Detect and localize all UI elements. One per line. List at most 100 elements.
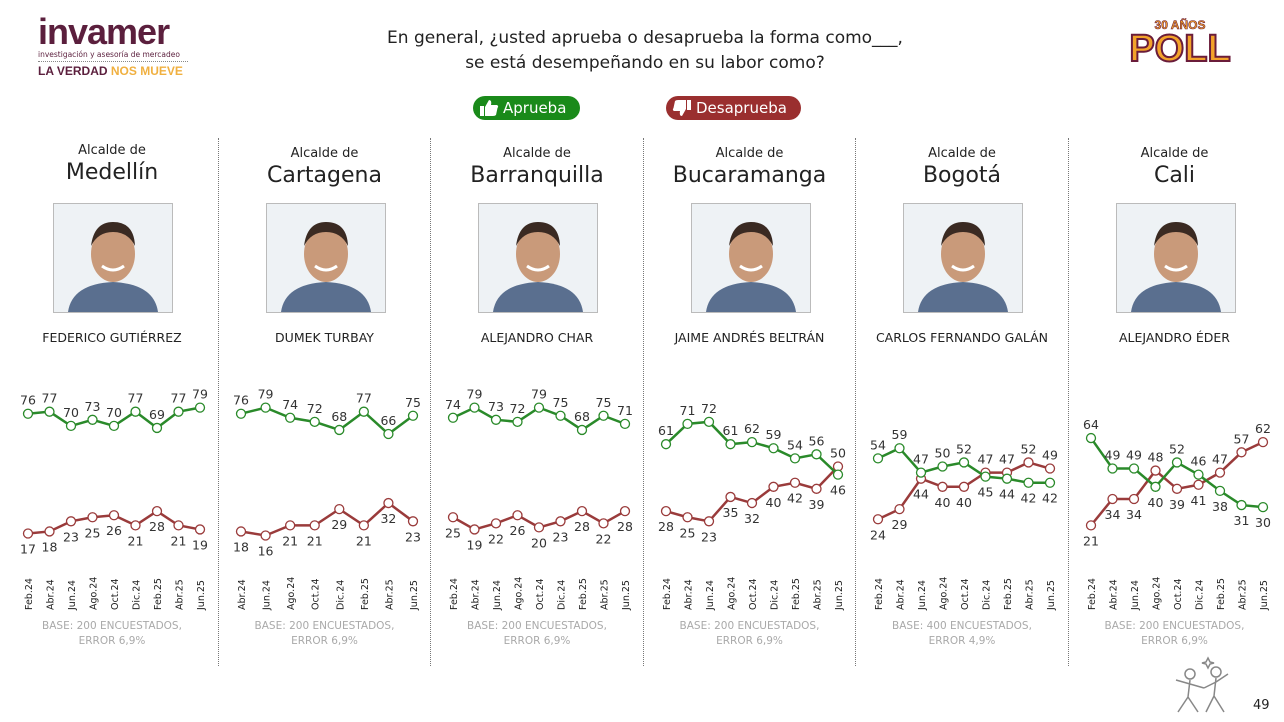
disapprove-data-label: 22 [488, 531, 504, 546]
disapprove-data-label: 21 [355, 533, 371, 548]
approve-point [915, 467, 927, 478]
x-tick-label: Ago.24 [514, 577, 525, 610]
x-tick-label: Abr.24 [237, 579, 248, 610]
approve-point [1235, 499, 1247, 511]
mayor-photo [478, 203, 598, 313]
legend-disapprove: Desaprueba [666, 96, 801, 120]
approve-point [1044, 477, 1056, 488]
disapprove-data-label: 28 [617, 519, 633, 534]
x-tick-label: Dic.24 [769, 580, 780, 610]
x-tick-label: Oct.24 [310, 578, 321, 610]
x-tick-label: Abr.24 [896, 579, 907, 610]
approve-data-label: 52 [1169, 441, 1185, 456]
disapprove-data-label: 26 [510, 523, 526, 538]
approve-data-label: 79 [192, 387, 208, 402]
approve-data-label: 61 [722, 423, 738, 438]
approve-data-label: 68 [574, 409, 590, 424]
base-note-line-1: BASE: 200 ENCUESTADOS, [254, 620, 395, 632]
disapprove-data-label: 39 [808, 497, 824, 512]
disapprove-data-label: 48 [1147, 450, 1163, 465]
panel-divider [855, 138, 856, 666]
approve-point [576, 424, 588, 436]
x-tick-label: Jun.24 [1130, 580, 1141, 611]
disapprove-point [259, 530, 271, 541]
panel-divider [1067, 138, 1069, 666]
base-note-line-2: ERROR 6,9% [503, 635, 571, 647]
disapprove-point [512, 510, 523, 521]
approve-data-label: 62 [744, 421, 760, 436]
legend-approve: Aprueba [473, 96, 581, 120]
x-tick-label: Jun.25 [409, 580, 420, 611]
x-tick-label: Abr.25 [175, 579, 186, 610]
approve-point [512, 416, 523, 427]
legend-approve-label: Aprueba [503, 99, 567, 117]
disapprove-data-label: 29 [331, 517, 347, 532]
role-label: Alcalde de [78, 143, 146, 158]
city-name: Medellín [65, 160, 159, 185]
disapprove-point [1128, 493, 1139, 505]
x-tick-label: Feb.24 [662, 578, 673, 610]
disapprove-point [1085, 520, 1096, 531]
role-label: Alcalde de [290, 146, 359, 161]
legend-disapprove-label: Desaprueba [696, 99, 787, 117]
disapprove-data-label: 32 [744, 511, 760, 526]
disapprove-data-label: 49 [1042, 448, 1058, 463]
disapprove-point [87, 512, 98, 523]
approve-point [1001, 473, 1013, 484]
x-tick-label: Jun.25 [1259, 580, 1270, 611]
approve-data-label: 75 [405, 395, 421, 410]
disapprove-point [789, 477, 800, 488]
x-tick-label: Jun.24 [492, 580, 503, 611]
approve-point [789, 453, 800, 464]
disapprove-point [309, 520, 320, 531]
disapprove-point [1214, 467, 1225, 478]
survey-question: En general, ¿usted aprueba o desaprueba … [300, 26, 990, 76]
disapprove-data-label: 62 [1255, 421, 1271, 436]
approve-data-label: 66 [380, 413, 396, 428]
disapprove-data-label: 35 [722, 505, 738, 520]
approve-point [767, 443, 779, 454]
disapprove-data-label: 25 [445, 525, 461, 540]
approve-data-label: 72 [701, 401, 717, 416]
city-name: Barranquilla [470, 163, 604, 188]
approve-data-label: 76 [233, 393, 249, 408]
approve-data-label: 59 [765, 427, 781, 442]
approval-line-chart: Abr.24 Jun.24 Ago.24 Oct.24 Dic.24 Feb.25 Abr.… [233, 387, 421, 611]
disapprove-data-label: 20 [531, 535, 547, 550]
approve-point [703, 416, 714, 427]
disapprove-data-label: 25 [85, 525, 101, 540]
disapprove-point [22, 528, 34, 539]
approve-point [937, 461, 948, 472]
disapprove-point [1192, 479, 1204, 490]
base-note-line-1: BASE: 200 ENCUESTADOS, [679, 620, 820, 632]
x-tick-label: Abr.25 [600, 579, 611, 610]
role-label: Alcalde de [1140, 146, 1209, 161]
x-tick-label: Jun.25 [196, 580, 207, 611]
approve-point [44, 406, 55, 417]
disapprove-data-label: 19 [467, 537, 483, 552]
approve-data-label: 44 [999, 487, 1015, 502]
disapprove-data-label: 18 [233, 539, 249, 554]
approve-data-label: 76 [20, 393, 36, 408]
approve-point [22, 408, 34, 419]
approve-point [1128, 463, 1139, 474]
approve-data-label: 77 [42, 391, 58, 406]
question-line-2: se está desempeñando en su labor como? [465, 53, 825, 73]
approve-point [87, 414, 98, 425]
approve-point [333, 424, 344, 436]
disapprove-data-label: 50 [830, 446, 846, 461]
disapprove-point [681, 512, 693, 523]
approve-point [980, 471, 991, 482]
approve-data-label: 61 [658, 423, 674, 438]
approve-data-label: 59 [892, 427, 908, 442]
base-note-line-1: BASE: 200 ENCUESTADOS, [1104, 620, 1245, 632]
approve-data-label: 79 [257, 387, 273, 402]
disapprove-data-label: 52 [1021, 441, 1037, 456]
disapprove-data-label: 22 [596, 531, 612, 546]
disapprove-point [173, 520, 184, 531]
disapprove-data-label: 39 [1169, 497, 1185, 512]
approve-data-label: 77 [171, 391, 187, 406]
approve-data-label: 73 [85, 399, 101, 414]
disapprove-point [235, 526, 246, 537]
city-name: Cartagena [267, 163, 382, 188]
